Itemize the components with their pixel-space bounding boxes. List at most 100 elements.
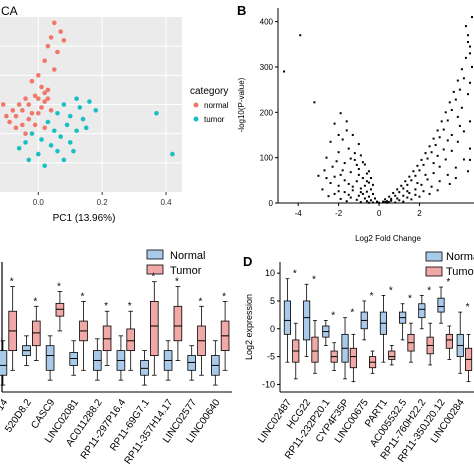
panel-a-point-normal: [42, 58, 48, 64]
panel-a-point-tumor: [55, 110, 60, 116]
panel-b-point: [371, 192, 374, 195]
significance-star: *: [370, 291, 374, 302]
significance-star: *: [466, 302, 470, 313]
panel-b-point: [416, 182, 419, 185]
panel-a-point-tumor: [55, 148, 60, 154]
panel-b-point: [390, 199, 393, 202]
panel-b-y-tick-label: 400: [260, 18, 274, 27]
panel-b-point: [408, 192, 411, 195]
panel-b-point: [454, 98, 457, 101]
panel-b-point: [422, 190, 425, 193]
panel-a-point-normal: [0, 102, 6, 107]
panel-a-point-normal: [10, 108, 16, 113]
significance-star: *: [446, 277, 450, 288]
panel-a-point-normal: [16, 102, 22, 107]
panel-b-point: [283, 70, 286, 73]
panel-a-point-tumor: [29, 131, 35, 136]
panel-b-point: [396, 197, 399, 200]
panel-a-point-tumor: [36, 151, 41, 157]
panel-b-point: [466, 93, 469, 96]
panel-a-x-tick-label: 0.4: [160, 198, 172, 207]
panel-b-point: [424, 173, 427, 176]
panel-a-x-ticks: 0.0 0.2 0.4: [33, 192, 172, 207]
panel-b-point: [349, 157, 352, 160]
panel-b-point: [442, 148, 445, 151]
panel-a-point-normal: [36, 96, 41, 101]
panel-b-point: [462, 130, 465, 133]
panel-a-point-normal: [42, 125, 48, 131]
panel-b-point: [339, 197, 342, 200]
panel-b-x-tick-label: 0: [377, 209, 382, 218]
panel-b-point: [371, 201, 374, 204]
box-tumo: [311, 336, 319, 363]
panel-b-point: [456, 79, 459, 82]
panel-a-point-normal: [36, 110, 41, 116]
panel-a-grid: [0, 17, 182, 192]
panel-a-point-tumor: [74, 128, 79, 134]
panel-b-point: [339, 173, 342, 176]
panel-b-point: [365, 200, 368, 203]
panel-a-point-normal: [55, 49, 60, 55]
panel-b-x-tick-label: 2: [417, 209, 422, 218]
panel-b-point: [420, 158, 423, 161]
panel-b-point: [408, 175, 411, 178]
panel-b-point: [374, 197, 376, 200]
panel-d-y-tick-label: 0: [270, 324, 275, 334]
panel-a-point-normal: [51, 20, 57, 26]
box-normal: [0, 350, 8, 376]
panel-b-y-tick-label: 100: [260, 154, 274, 163]
panel-b-point: [337, 190, 340, 193]
panel-b-point: [442, 128, 445, 131]
panel-b-point: [363, 163, 366, 166]
panel-b-point: [369, 177, 372, 180]
panel-b-points: [283, 16, 473, 204]
panel-a-point-tumor: [23, 140, 28, 145]
box-tumo: [349, 347, 357, 369]
panel-b-point: [323, 169, 326, 172]
panel-b-point: [456, 140, 459, 143]
panel-b-point: [361, 192, 364, 195]
panel-b-point: [325, 156, 328, 159]
significance-star: *: [151, 272, 155, 283]
panel-b-point: [464, 56, 467, 59]
panel-b-point: [432, 172, 435, 175]
panel-b-point: [444, 158, 447, 161]
panel-a-point-normal: [20, 122, 25, 128]
panel-b-point: [365, 190, 368, 193]
panel-b-point: [363, 184, 366, 187]
panel-b-point: [351, 185, 354, 188]
panel-b-point: [430, 151, 433, 154]
box-norma: [418, 303, 426, 319]
panel-a-point-normal: [45, 96, 51, 101]
panel-b-point: [468, 81, 471, 84]
panel-b-point: [468, 147, 471, 150]
significance-star: *: [331, 310, 335, 321]
panel-b-point: [363, 197, 366, 200]
panel-b-point: [432, 137, 435, 140]
legend-tumor-swatch: [425, 266, 443, 277]
panel-a-point-tumor: [45, 119, 51, 125]
panel-a-point-normal: [48, 35, 54, 40]
panel-b-point: [341, 138, 344, 141]
panel-b-point: [446, 119, 449, 122]
panel-b-point: [384, 198, 387, 201]
panel-b-point: [428, 192, 431, 195]
panel-b-point: [313, 101, 316, 104]
panel-a-point-tumor: [67, 113, 73, 119]
panel-b-point: [357, 143, 360, 146]
panel-b-point: [454, 166, 457, 169]
significance-star: *: [222, 291, 226, 302]
panel-a-point-normal: [42, 99, 48, 104]
panel-a-point-normal: [48, 108, 54, 113]
panel-b-y-tick-label: 0: [269, 199, 274, 208]
panel-b-point: [345, 200, 348, 203]
panel-b-point: [468, 120, 471, 123]
significance-star: *: [104, 301, 108, 312]
panel-b-point: [450, 109, 453, 112]
box-norma: [437, 297, 445, 313]
panel-a-point-normal: [23, 131, 28, 136]
panel-b-point: [400, 184, 403, 187]
panel-b-point: [398, 199, 401, 202]
panel-b-point: [317, 174, 320, 177]
significance-star: *: [33, 296, 37, 307]
